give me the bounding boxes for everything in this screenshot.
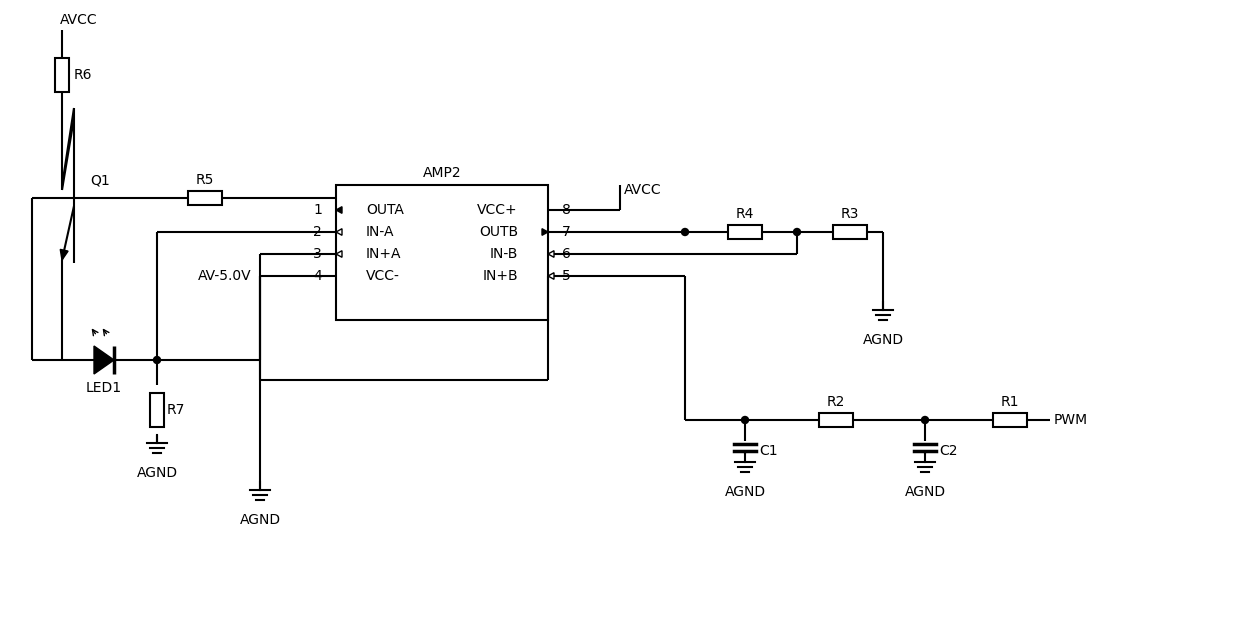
Text: IN+B: IN+B — [482, 269, 518, 283]
Text: PWM: PWM — [1054, 413, 1089, 427]
Text: R1: R1 — [1001, 395, 1019, 409]
Text: 1: 1 — [314, 203, 322, 217]
Text: 6: 6 — [562, 247, 570, 261]
Text: AVCC: AVCC — [60, 13, 98, 27]
Text: AGND: AGND — [239, 513, 280, 527]
Bar — [818, 413, 853, 427]
Text: Q1: Q1 — [91, 173, 110, 187]
Text: AGND: AGND — [863, 333, 904, 347]
Text: 8: 8 — [562, 203, 570, 217]
Circle shape — [682, 228, 688, 235]
Text: 7: 7 — [562, 225, 570, 239]
Bar — [150, 393, 164, 427]
Bar — [993, 413, 1027, 427]
Text: IN-B: IN-B — [490, 247, 518, 261]
Circle shape — [921, 417, 929, 424]
Text: VCC+: VCC+ — [477, 203, 518, 217]
Text: IN-A: IN-A — [366, 225, 394, 239]
Circle shape — [794, 228, 801, 235]
Text: AGND: AGND — [136, 466, 177, 480]
Bar — [833, 225, 867, 239]
Bar — [336, 185, 548, 320]
Bar — [188, 191, 222, 205]
Text: R3: R3 — [841, 207, 859, 221]
Text: R4: R4 — [735, 207, 754, 221]
Polygon shape — [336, 229, 342, 235]
Text: OUTA: OUTA — [366, 203, 404, 217]
Text: IN+A: IN+A — [366, 247, 402, 261]
Text: C2: C2 — [939, 444, 957, 458]
Text: AGND: AGND — [724, 485, 765, 499]
Text: AV-5.0V: AV-5.0V — [198, 269, 252, 283]
Text: VCC-: VCC- — [366, 269, 399, 283]
Bar — [55, 58, 69, 92]
Polygon shape — [548, 272, 554, 279]
Text: 5: 5 — [562, 269, 570, 283]
Polygon shape — [336, 251, 342, 257]
Text: R7: R7 — [167, 403, 185, 417]
Circle shape — [742, 417, 749, 424]
Bar — [728, 225, 763, 239]
Text: AGND: AGND — [904, 485, 946, 499]
Polygon shape — [542, 229, 548, 235]
Text: R2: R2 — [827, 395, 846, 409]
Polygon shape — [336, 206, 342, 213]
Polygon shape — [548, 251, 554, 257]
Text: LED1: LED1 — [86, 381, 122, 395]
Text: OUTB: OUTB — [479, 225, 518, 239]
Text: R6: R6 — [74, 68, 93, 82]
Text: C1: C1 — [759, 444, 777, 458]
Polygon shape — [61, 249, 68, 260]
Text: 3: 3 — [314, 247, 322, 261]
Polygon shape — [94, 346, 114, 374]
Circle shape — [154, 356, 160, 363]
Text: AVCC: AVCC — [624, 183, 662, 197]
Text: AMP2: AMP2 — [423, 166, 461, 180]
Text: 2: 2 — [314, 225, 322, 239]
Text: R5: R5 — [196, 173, 215, 187]
Text: 4: 4 — [314, 269, 322, 283]
